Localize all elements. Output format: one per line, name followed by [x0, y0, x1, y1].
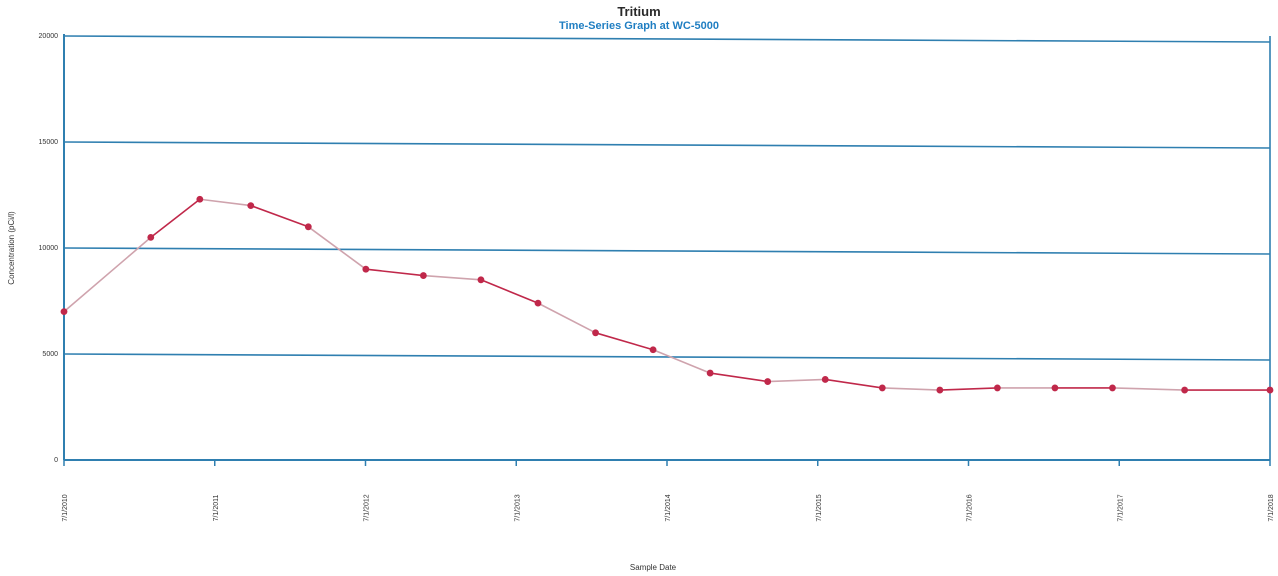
- series-0-segment-5: [365, 268, 424, 277]
- series-0-point-7: [477, 276, 485, 284]
- series-0-segment-6: [423, 274, 481, 281]
- series-0-point-3: [247, 202, 255, 210]
- gridline-15000: [63, 141, 1271, 149]
- series-0-point-5: [362, 265, 370, 273]
- series-0-segment-8: [537, 302, 596, 334]
- series-0-segment-12: [767, 378, 826, 383]
- x-tick-label-6: 7/1/2016: [967, 494, 974, 521]
- y-tick-label-10000: 10000: [39, 245, 59, 252]
- series-0-point-6: [419, 272, 427, 279]
- x-tick-label-5: 7/1/2015: [816, 494, 823, 521]
- series-0-segment-7: [480, 279, 539, 304]
- series-0-point-14: [878, 384, 886, 392]
- series-0-point-2: [196, 195, 204, 203]
- series-0-segment-1: [150, 198, 201, 239]
- series-0-point-15: [936, 386, 944, 394]
- series-0-segment-11: [710, 372, 768, 383]
- x-tick-label-4: 7/1/2014: [665, 494, 672, 521]
- series-0-segment-2: [199, 198, 251, 207]
- y-tick-label-0: 0: [54, 457, 58, 464]
- series-0-segment-0: [63, 236, 152, 313]
- x-tick-label-2: 7/1/2012: [364, 494, 371, 521]
- y-axis-title: Concentration (pCi/l): [7, 211, 16, 285]
- x-tick-label-7: 7/1/2017: [1117, 494, 1124, 521]
- x-axis-title: Sample Date: [630, 563, 677, 572]
- series-0-point-8: [534, 299, 542, 307]
- gridline-10000: [63, 247, 1271, 255]
- y-tick-label-15000: 15000: [39, 139, 59, 146]
- series-0-point-1: [147, 234, 155, 241]
- series-0-point-16: [993, 384, 1001, 392]
- series-0-segment-4: [307, 226, 367, 270]
- series-0-segment-18: [1112, 387, 1185, 391]
- series-0-segment-10: [652, 349, 711, 374]
- series-0-point-0: [60, 308, 68, 315]
- x-tick-label-1: 7/1/2011: [213, 495, 220, 522]
- chart-title: Tritium: [617, 4, 661, 19]
- tick-layer: 0 5000 10000 15000 20000 7/1/2010 7/1/2011 7/1/…: [39, 33, 1275, 522]
- series-0-point-20: [1266, 386, 1274, 394]
- y-tick-label-20000: 20000: [39, 33, 59, 40]
- x-tick-label-3: 7/1/2013: [514, 494, 521, 521]
- series-0-point-11: [706, 369, 714, 377]
- series-0-point-9: [592, 329, 599, 337]
- x-tick-label-0: 7/1/2010: [62, 494, 69, 521]
- series-0-segment-3: [250, 204, 309, 228]
- series-layer: [60, 195, 1274, 394]
- gridline-20000: [63, 35, 1271, 43]
- series-0-segment-9: [595, 332, 654, 351]
- series-0-point-12: [764, 378, 772, 385]
- chart-subtitle: Time-Series Graph at WC-5000: [559, 20, 719, 32]
- series-0-point-10: [649, 346, 657, 354]
- grid-layer: [63, 35, 1271, 361]
- series-0-point-17: [1051, 384, 1059, 392]
- series-0-segment-15: [939, 387, 998, 391]
- axis-layer: [63, 34, 1271, 466]
- y-tick-label-5000: 5000: [42, 351, 58, 358]
- series-0-point-19: [1181, 386, 1189, 394]
- gridline-5000: [63, 353, 1271, 361]
- series-0-segment-14: [882, 387, 940, 391]
- x-tick-label-8: 7/1/2018: [1268, 494, 1275, 521]
- series-0-point-4: [304, 223, 312, 231]
- series-0-point-13: [821, 376, 829, 383]
- series-0-segment-13: [825, 378, 883, 389]
- series-0-point-18: [1109, 384, 1116, 392]
